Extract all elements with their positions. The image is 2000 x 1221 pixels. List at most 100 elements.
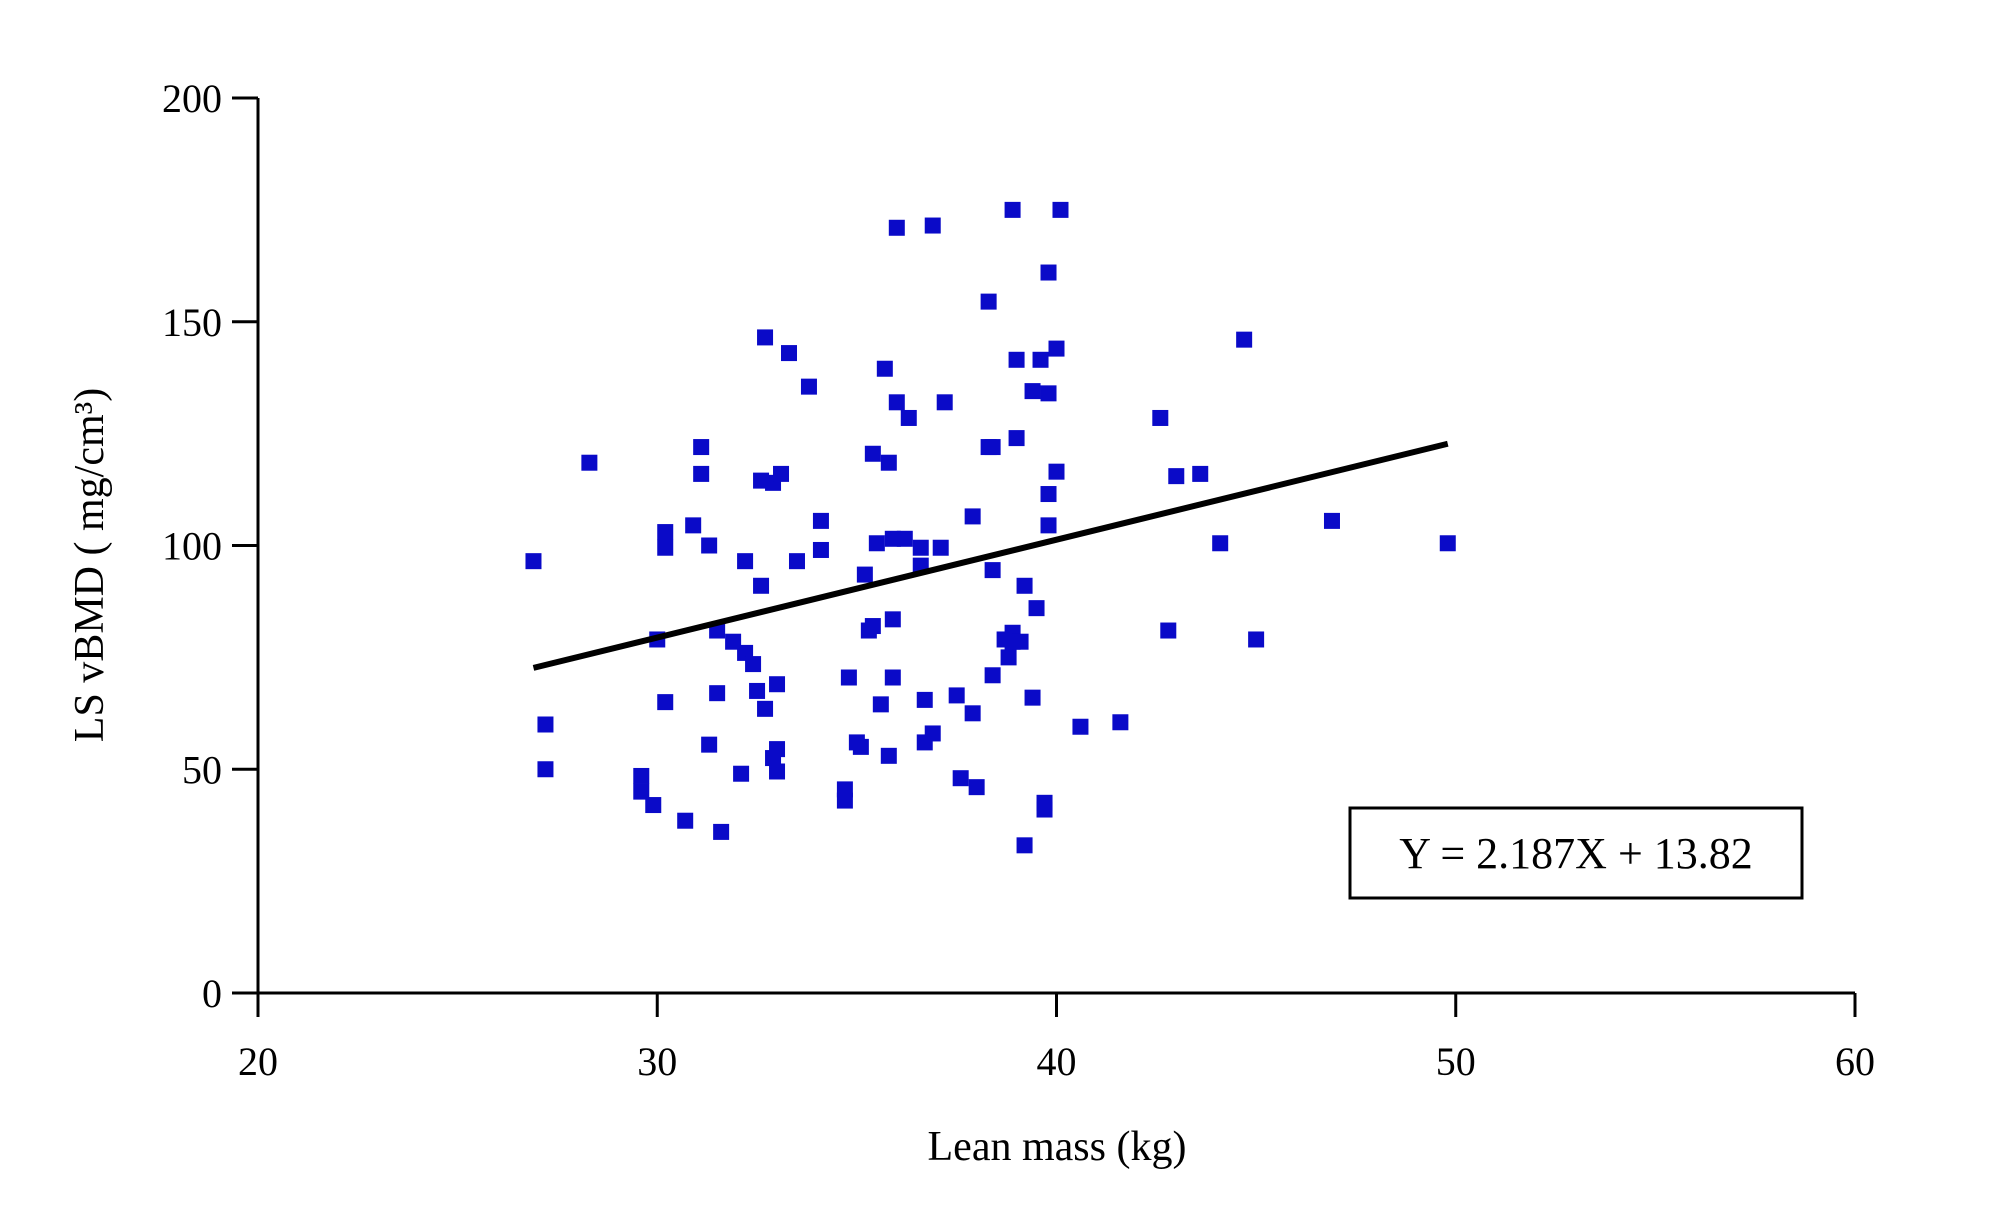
- regression-equation-box: Y = 2.187X + 13.82: [1348, 806, 1804, 900]
- y-tick-label: 50: [182, 747, 222, 792]
- data-point: [812, 512, 829, 529]
- x-tick-label: 30: [637, 1039, 677, 1084]
- data-point: [1048, 340, 1065, 357]
- data-point: [1112, 714, 1129, 731]
- data-point: [868, 535, 885, 552]
- data-point: [745, 656, 762, 673]
- y-tick-label: 100: [162, 524, 222, 569]
- data-point: [952, 770, 969, 787]
- data-points: [525, 201, 1456, 854]
- data-point: [1040, 486, 1057, 503]
- data-point: [840, 669, 857, 686]
- data-point: [1048, 463, 1065, 480]
- x-tick-label: 60: [1835, 1039, 1875, 1084]
- data-point: [980, 293, 997, 310]
- data-point: [657, 524, 674, 541]
- data-point: [633, 783, 650, 800]
- data-point: [788, 553, 805, 570]
- data-point: [888, 394, 905, 411]
- data-point: [1032, 351, 1049, 368]
- data-point: [984, 562, 1001, 579]
- data-point: [1248, 631, 1265, 648]
- y-axis-title: LS vBMD ( mg/cm³): [67, 388, 113, 742]
- data-point: [1323, 512, 1340, 529]
- data-point: [900, 409, 917, 426]
- data-point: [984, 667, 1001, 684]
- data-point: [693, 465, 710, 482]
- data-point: [657, 539, 674, 556]
- data-point: [924, 217, 941, 234]
- data-point: [872, 696, 889, 713]
- data-point: [657, 694, 674, 711]
- data-point: [737, 553, 754, 570]
- data-point: [896, 530, 913, 547]
- regression-line: [532, 440, 1449, 671]
- data-point: [1040, 385, 1057, 402]
- y-tick-label: 200: [162, 76, 222, 121]
- data-point: [769, 676, 786, 693]
- data-point: [876, 360, 893, 377]
- data-point: [781, 345, 798, 362]
- x-tick-label: 20: [238, 1039, 278, 1084]
- data-point: [1236, 331, 1253, 348]
- data-point: [864, 445, 881, 462]
- data-point: [1072, 718, 1089, 735]
- data-point: [1008, 351, 1025, 368]
- data-point: [884, 611, 901, 628]
- x-axis-ticks: 20 30 40 50 60: [238, 993, 1875, 1084]
- data-point: [800, 378, 817, 395]
- data-point: [525, 553, 542, 570]
- data-point: [733, 765, 750, 782]
- data-point: [1036, 801, 1053, 818]
- data-point: [645, 797, 662, 814]
- data-point: [1160, 622, 1177, 639]
- data-point: [1192, 465, 1209, 482]
- data-point: [713, 823, 730, 840]
- data-point: [1212, 535, 1229, 552]
- y-axis-ticks: 0 50 100 150 200: [162, 76, 258, 1016]
- data-point: [1168, 468, 1185, 485]
- data-point: [753, 577, 770, 594]
- data-point: [701, 736, 718, 753]
- data-point: [701, 537, 718, 554]
- data-point: [884, 669, 901, 686]
- x-axis-title: Lean mass (kg): [928, 1124, 1187, 1170]
- x-tick-label: 50: [1436, 1039, 1476, 1084]
- data-point: [852, 738, 869, 755]
- data-point: [964, 705, 981, 722]
- data-point: [1008, 430, 1025, 447]
- data-point: [757, 700, 774, 717]
- data-point: [757, 329, 774, 346]
- data-point: [936, 394, 953, 411]
- data-point: [685, 517, 702, 534]
- equation-frame: [1348, 806, 1804, 900]
- data-point: [693, 439, 710, 456]
- data-point: [1016, 577, 1033, 594]
- x-tick-label: 40: [1037, 1039, 1077, 1084]
- data-point: [1000, 649, 1017, 666]
- data-point: [677, 812, 694, 829]
- data-point: [1024, 689, 1041, 706]
- regression-equation: Y = 2.187X + 13.82: [1399, 829, 1753, 878]
- data-point: [537, 761, 554, 778]
- data-point: [1028, 600, 1045, 617]
- data-point: [749, 682, 766, 699]
- data-point: [924, 725, 941, 742]
- data-point: [1052, 201, 1069, 218]
- data-point: [769, 763, 786, 780]
- data-point: [968, 779, 985, 796]
- data-point: [581, 454, 598, 471]
- data-point: [709, 685, 726, 702]
- data-point: [773, 465, 790, 482]
- data-point: [932, 539, 949, 556]
- data-point: [964, 508, 981, 525]
- data-point: [1024, 383, 1041, 400]
- data-point: [880, 454, 897, 471]
- data-point: [836, 781, 853, 798]
- y-tick-label: 0: [202, 971, 222, 1016]
- data-point: [916, 691, 933, 708]
- data-point: [1016, 837, 1033, 854]
- data-point: [1040, 264, 1057, 281]
- data-point: [1012, 633, 1029, 650]
